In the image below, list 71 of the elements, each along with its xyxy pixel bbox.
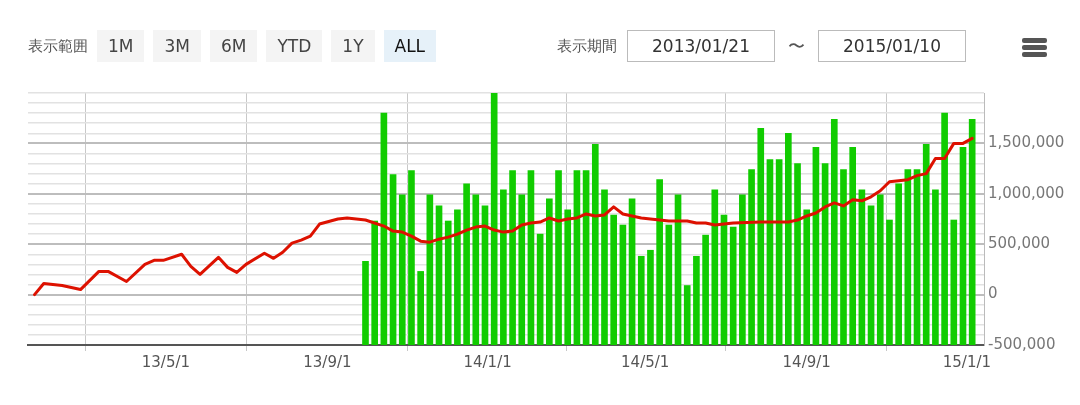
bar bbox=[665, 224, 673, 345]
bar bbox=[702, 234, 709, 345]
bar bbox=[637, 255, 645, 345]
x-tick-label: 14/1/1 bbox=[463, 352, 512, 371]
bar bbox=[408, 170, 415, 345]
bar bbox=[803, 209, 811, 345]
y-tick-label: 1,500,000 bbox=[988, 133, 1065, 152]
text: 2013/01/21 bbox=[627, 30, 775, 62]
bar bbox=[693, 255, 700, 345]
bar bbox=[895, 183, 902, 345]
y-tick-label: 1,000,000 bbox=[988, 183, 1065, 202]
text: 3M bbox=[153, 30, 201, 62]
bar bbox=[362, 261, 369, 345]
x-tick-label: 13/5/1 bbox=[141, 352, 191, 371]
bar bbox=[932, 189, 939, 345]
bar bbox=[711, 189, 719, 345]
bar bbox=[472, 194, 480, 345]
x-tick-label: 14/9/1 bbox=[782, 352, 831, 371]
bar bbox=[757, 127, 765, 345]
bar bbox=[518, 194, 526, 345]
bar bbox=[794, 163, 801, 345]
text: 表示期間 bbox=[557, 36, 617, 56]
text: 表示範囲 bbox=[28, 36, 88, 56]
bar bbox=[371, 220, 379, 345]
x-tick-label: 15/1/1 bbox=[942, 352, 992, 371]
y-tick-label: 0 bbox=[988, 284, 998, 303]
bar bbox=[536, 233, 544, 345]
bar bbox=[463, 183, 470, 345]
text: 〜 bbox=[788, 34, 805, 58]
bar bbox=[555, 170, 562, 345]
bar bbox=[683, 285, 691, 345]
bar bbox=[830, 118, 838, 345]
bar bbox=[398, 194, 406, 345]
bar bbox=[564, 209, 572, 345]
bar bbox=[490, 93, 498, 345]
y-tick-label: -500,000 bbox=[988, 334, 1056, 353]
text: 2015/01/10 bbox=[818, 30, 966, 62]
bar bbox=[785, 132, 792, 345]
bar bbox=[647, 249, 654, 345]
bar bbox=[610, 214, 618, 345]
bar bbox=[876, 194, 884, 345]
text: 1Y bbox=[331, 30, 375, 62]
bar bbox=[454, 209, 461, 345]
bar bbox=[922, 144, 930, 345]
y-tick-label: 500,000 bbox=[988, 234, 1051, 253]
bar bbox=[941, 112, 948, 345]
bar bbox=[444, 220, 452, 345]
bar bbox=[968, 118, 976, 345]
text: 1M bbox=[97, 30, 145, 62]
bar bbox=[601, 189, 608, 345]
text: 6M bbox=[209, 30, 258, 62]
bar bbox=[886, 219, 893, 345]
bar bbox=[748, 169, 755, 345]
x-tick-label: 14/5/1 bbox=[621, 352, 670, 371]
bar bbox=[546, 198, 553, 345]
bar bbox=[500, 189, 507, 345]
bar bbox=[417, 271, 424, 345]
bar bbox=[739, 194, 746, 345]
bar bbox=[840, 169, 847, 345]
bar bbox=[950, 219, 958, 345]
bar bbox=[619, 224, 627, 345]
text: ALL bbox=[383, 30, 437, 62]
bar bbox=[729, 226, 737, 345]
bar bbox=[509, 170, 516, 345]
bar bbox=[867, 205, 875, 345]
bar bbox=[656, 179, 663, 345]
text: YTD bbox=[266, 30, 323, 62]
bar bbox=[849, 147, 857, 345]
x-tick-label: 13/9/1 bbox=[303, 352, 352, 371]
bar bbox=[591, 144, 599, 345]
bar bbox=[959, 147, 967, 345]
